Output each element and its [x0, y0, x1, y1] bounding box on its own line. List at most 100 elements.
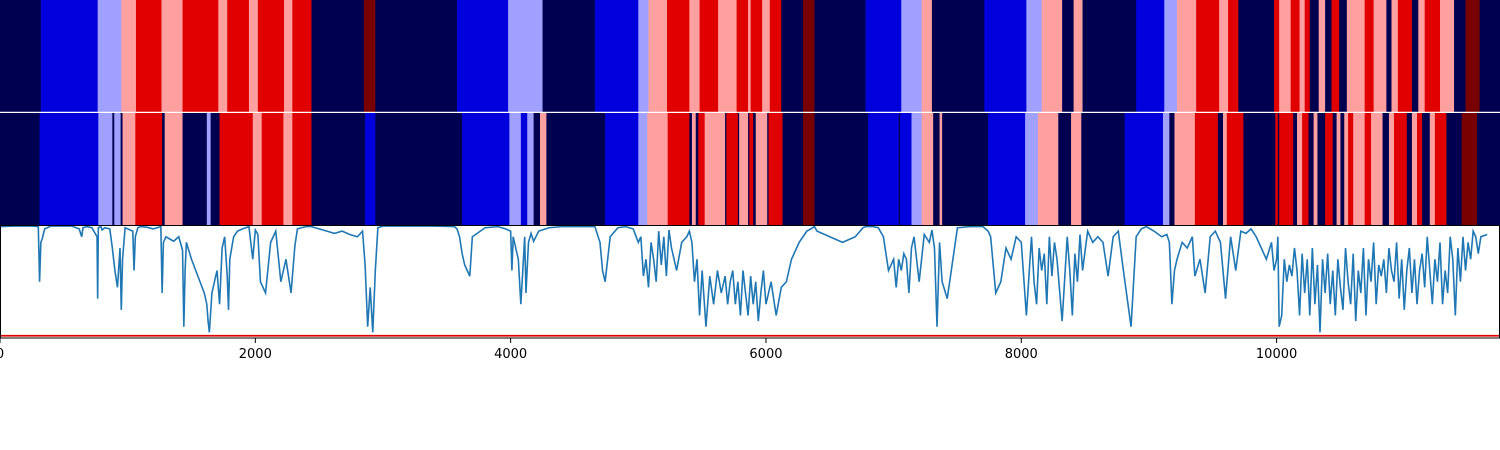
x-tick-label: 8000	[1005, 347, 1038, 362]
segment-block	[1228, 0, 1239, 112]
segment-block	[1371, 113, 1383, 226]
segment-block	[1279, 0, 1292, 112]
segment-block	[1279, 113, 1294, 226]
segment-track-top	[0, 0, 1500, 112]
segment-block	[508, 0, 543, 112]
segment-block	[248, 0, 259, 112]
segment-block	[1026, 0, 1043, 112]
segment-block	[1174, 113, 1196, 226]
segment-block	[689, 0, 700, 112]
segment-block	[39, 113, 99, 226]
segment-block	[762, 0, 771, 112]
segment-block	[1290, 0, 1300, 112]
segment-block	[748, 113, 750, 226]
segment-block	[292, 113, 312, 226]
segment-block	[185, 113, 208, 226]
segment-block	[1336, 113, 1341, 226]
x-axis: 0 2000 4000 6000 8000 10000	[0, 338, 1297, 362]
segment-block	[755, 113, 768, 226]
segment-block	[1332, 113, 1337, 226]
segment-block	[121, 0, 137, 112]
segment-block	[1382, 113, 1390, 226]
segment-block	[718, 0, 737, 112]
segment-block	[1411, 113, 1418, 226]
segment-block	[1041, 0, 1063, 112]
segment-block	[1277, 113, 1280, 226]
segment-block	[1373, 0, 1387, 112]
segment-block	[520, 113, 528, 226]
segment-block	[781, 0, 804, 112]
segment-block	[284, 0, 293, 112]
segment-block	[1082, 0, 1137, 112]
segment-block	[182, 113, 186, 226]
segment-block	[1062, 0, 1075, 112]
segment-block	[689, 113, 693, 226]
segment-block	[750, 0, 763, 112]
segment-block	[375, 0, 458, 112]
segment-block	[699, 0, 719, 112]
segment-block	[1164, 0, 1178, 112]
segment-block	[527, 113, 535, 226]
segment-block	[1406, 113, 1413, 226]
segment-block	[1243, 113, 1276, 226]
segment-block	[210, 113, 220, 226]
segment-block	[1124, 113, 1164, 226]
segment-block	[1353, 113, 1366, 226]
segment-block	[1440, 0, 1455, 112]
segment-block	[704, 113, 726, 226]
segment-block	[1222, 113, 1228, 226]
segment-block	[921, 0, 933, 112]
segment-block	[98, 113, 113, 226]
segment-block	[638, 0, 649, 112]
segment-block	[1411, 0, 1419, 112]
segment-block	[1348, 113, 1354, 226]
segment-block	[1461, 113, 1478, 226]
segment-block	[311, 113, 366, 226]
segment-block	[1297, 113, 1303, 226]
segment-block	[1388, 113, 1395, 226]
segment-block	[868, 113, 900, 226]
segment-block	[1317, 113, 1326, 226]
segment-block	[768, 113, 783, 226]
segment-block	[227, 0, 250, 112]
segment-track-bottom	[0, 113, 1500, 226]
segment-block	[1081, 113, 1126, 226]
segment-block	[1226, 113, 1244, 226]
segment-block	[1391, 0, 1399, 112]
segment-block	[739, 113, 749, 226]
segment-block	[457, 0, 509, 112]
segment-block	[1364, 0, 1375, 112]
segment-block	[647, 113, 669, 226]
segment-block	[931, 0, 985, 112]
line-plot-panel	[0, 225, 1500, 339]
segment-block	[311, 0, 365, 112]
segment-block	[0, 0, 42, 112]
segment-block	[292, 0, 312, 112]
segment-block	[206, 113, 212, 226]
segment-block	[546, 113, 606, 226]
segment-block	[802, 0, 815, 112]
segment-block	[1394, 113, 1408, 226]
segment-block	[1346, 0, 1366, 112]
segment-block	[1386, 0, 1392, 112]
segment-block	[1194, 113, 1219, 226]
segment-block	[1417, 113, 1423, 226]
x-tick-label: 2000	[239, 347, 272, 362]
segment-block	[218, 0, 228, 112]
segment-block	[984, 0, 1027, 112]
segment-block	[1339, 0, 1348, 112]
segment-block	[40, 0, 99, 112]
segment-block	[865, 0, 902, 112]
segment-block	[97, 0, 122, 112]
segment-block	[252, 113, 263, 226]
segment-block	[135, 113, 163, 226]
segment-block	[900, 113, 912, 226]
segment-block	[533, 113, 541, 226]
segment-block	[1219, 0, 1229, 112]
segment-block	[1073, 0, 1083, 112]
segment-block	[112, 113, 115, 226]
x-tick-label: 0	[0, 347, 4, 362]
segment-block	[120, 113, 123, 226]
segment-block	[1446, 113, 1463, 226]
segment-block	[1331, 0, 1340, 112]
